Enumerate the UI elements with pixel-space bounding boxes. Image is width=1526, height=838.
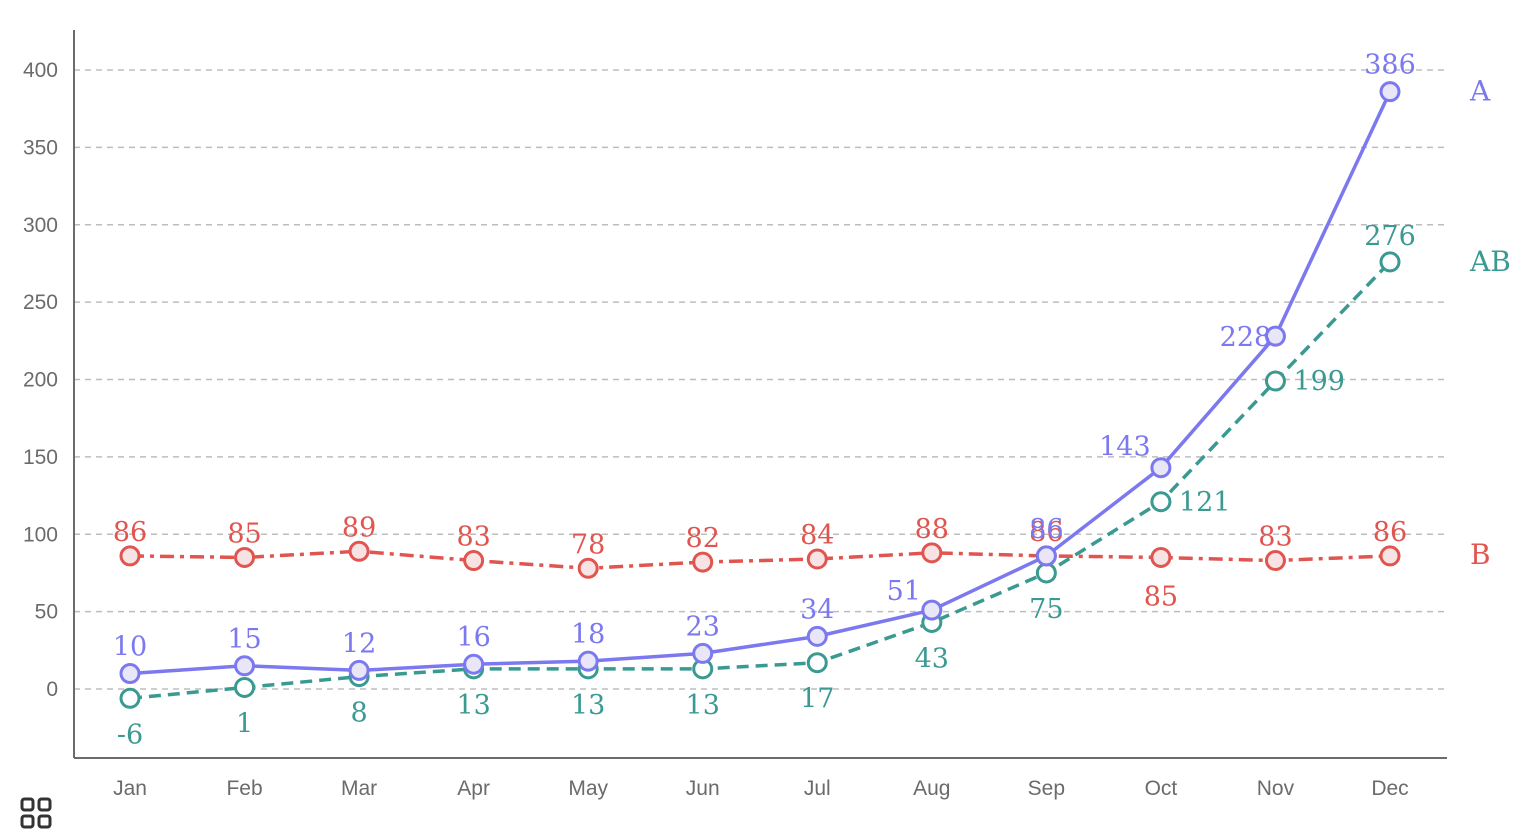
series-name-label: A — [1469, 75, 1491, 108]
data-point-A — [692, 642, 714, 664]
data-label-AB: 13 — [686, 690, 720, 721]
data-label-A: 228 — [1220, 322, 1272, 353]
data-label-A: 16 — [456, 622, 490, 653]
data-label-AB: 75 — [1029, 594, 1063, 625]
data-point-B — [692, 551, 714, 573]
data-label-A: 15 — [227, 624, 261, 655]
data-point-B — [1379, 545, 1401, 567]
data-label-AB: 199 — [1293, 366, 1345, 397]
data-point-A — [119, 663, 141, 685]
data-label-B: 89 — [342, 512, 376, 543]
data-point-B — [1150, 546, 1172, 568]
x-tick-label: May — [568, 777, 608, 800]
data-label-B: 88 — [915, 514, 949, 545]
data-point-AB — [234, 676, 256, 698]
x-tick-label: Sep — [1028, 777, 1065, 800]
data-label-B: 86 — [1373, 517, 1407, 548]
x-tick-label: Oct — [1145, 777, 1178, 800]
data-point-B — [348, 540, 370, 562]
x-tick-label: Jun — [686, 777, 720, 800]
data-point-A — [806, 625, 828, 647]
data-label-A: 34 — [800, 594, 834, 625]
x-tick-label: Aug — [913, 777, 950, 800]
data-point-A — [577, 650, 599, 672]
y-tick-label: 50 — [35, 601, 58, 624]
y-tick-label: 100 — [23, 523, 58, 546]
data-label-A: 51 — [887, 576, 921, 607]
x-tick-label: Jul — [804, 777, 831, 800]
data-point-B — [1264, 550, 1286, 572]
data-label-A: 18 — [571, 619, 605, 650]
data-label-AB: 13 — [456, 690, 490, 721]
data-label-B: 83 — [1258, 522, 1292, 553]
data-point-AB — [1264, 370, 1286, 392]
data-label-B: 86 — [113, 517, 147, 548]
data-label-B: 85 — [227, 518, 261, 549]
data-point-A — [1150, 457, 1172, 479]
data-label-B: 82 — [686, 523, 720, 554]
data-label-AB: 276 — [1364, 221, 1416, 252]
data-point-AB — [119, 687, 141, 709]
y-tick-label: 300 — [23, 214, 58, 237]
data-point-AB — [1379, 251, 1401, 273]
series-name-label: B — [1470, 538, 1491, 571]
data-point-A — [1379, 81, 1401, 103]
data-point-B — [806, 548, 828, 570]
data-point-B — [119, 545, 141, 567]
series-line-A — [129, 90, 1392, 676]
data-point-AB — [1150, 491, 1172, 513]
data-point-AB — [1035, 562, 1057, 584]
x-tick-label: Mar — [341, 777, 377, 800]
data-label-AB: 13 — [571, 690, 605, 721]
y-tick-label: 0 — [46, 678, 58, 701]
data-label-A: 10 — [113, 632, 147, 663]
series-line-B — [129, 549, 1391, 571]
data-label-B: 86 — [1029, 517, 1063, 548]
data-label-A: 23 — [686, 611, 720, 642]
data-label-A: 86 — [1029, 514, 1063, 545]
data-point-A — [1264, 325, 1286, 347]
data-label-AB: 8 — [350, 698, 367, 729]
data-point-B — [234, 546, 256, 568]
y-tick-label: 200 — [23, 369, 58, 392]
grid-menu-icon[interactable] — [20, 797, 52, 829]
series-line-AB — [129, 260, 1392, 701]
data-label-B: 84 — [800, 520, 834, 551]
data-point-A — [921, 599, 943, 621]
y-tick-label: 400 — [23, 59, 58, 82]
data-label-AB: 17 — [800, 684, 834, 715]
data-point-A — [234, 655, 256, 677]
data-label-B: 83 — [456, 522, 490, 553]
data-point-A — [1035, 545, 1057, 567]
data-label-AB: 121 — [1179, 487, 1231, 518]
data-label-A: 386 — [1364, 50, 1416, 81]
data-point-A — [348, 659, 370, 681]
data-label-A: 12 — [342, 628, 376, 659]
y-tick-label: 250 — [23, 291, 58, 314]
data-point-A — [463, 653, 485, 675]
x-tick-label: Dec — [1371, 777, 1408, 800]
data-point-B — [463, 550, 485, 572]
data-label-B: 85 — [1144, 581, 1178, 612]
data-label-AB: -6 — [117, 719, 143, 750]
data-point-B — [921, 542, 943, 564]
data-point-B — [577, 557, 599, 579]
x-tick-label: Apr — [457, 777, 490, 800]
data-label-AB: 43 — [915, 643, 949, 674]
x-tick-label: Feb — [226, 777, 262, 800]
series-name-label: AB — [1469, 245, 1511, 278]
data-point-AB — [806, 652, 828, 674]
data-label-A: 143 — [1099, 432, 1151, 463]
y-tick-label: 150 — [23, 446, 58, 469]
data-label-B: 78 — [571, 529, 605, 560]
x-tick-label: Jan — [113, 777, 147, 800]
x-tick-label: Nov — [1257, 777, 1295, 800]
y-tick-label: 350 — [23, 136, 58, 159]
data-label-AB: 1 — [236, 708, 253, 739]
